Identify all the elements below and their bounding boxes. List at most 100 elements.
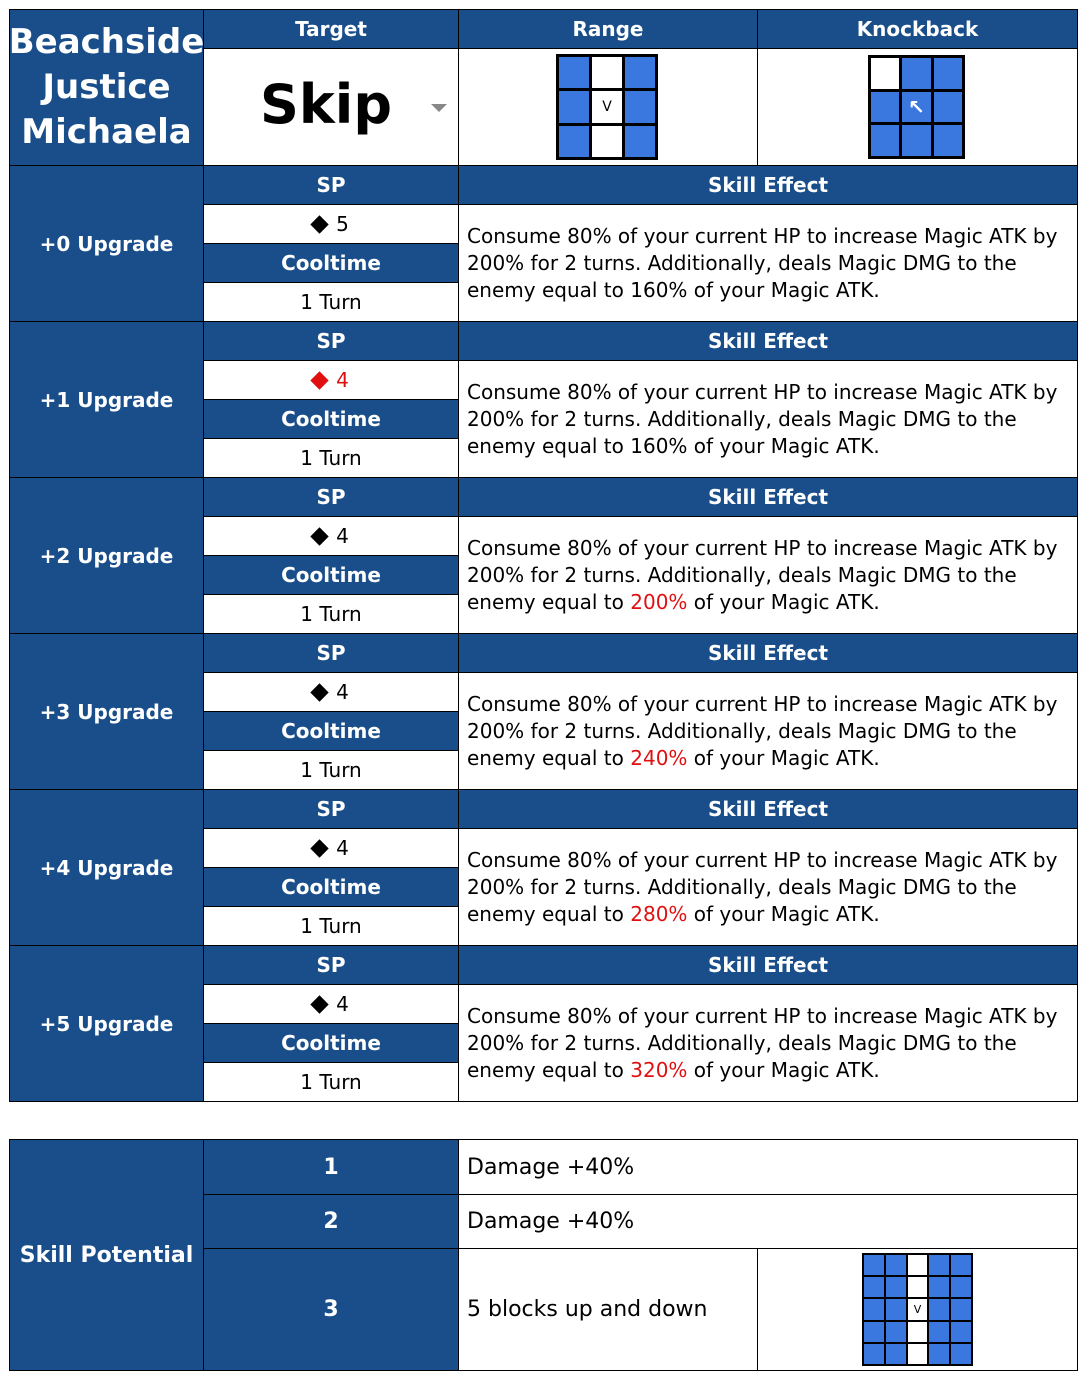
cooltime-value: 1 Turn [203, 906, 459, 946]
skill-effect-paragraph: Consume 80% of your current HP to increa… [467, 535, 1069, 616]
cooltime-header: Cooltime [203, 243, 459, 283]
skill-potential-label: Skill Potential [9, 1139, 204, 1371]
skill-effect-paragraph: Consume 80% of your current HP to increa… [467, 223, 1069, 304]
character-name: Beachside Justice Michaela [9, 9, 204, 166]
knockback-tile [933, 125, 962, 156]
effect-text-end: of your Magic ATK. [687, 745, 880, 770]
effect-text-start: Consume 80% of your current HP to increa… [467, 847, 1058, 926]
potential-num-3: 3 [203, 1248, 459, 1371]
range-tile [559, 125, 589, 157]
skill-effect-header: Skill Effect [458, 633, 1078, 673]
skill-effect-paragraph: Consume 80% of your current HP to increa… [467, 847, 1069, 928]
potential-tile-white [907, 1321, 928, 1342]
potential-tile-white [907, 1343, 928, 1364]
range-tile-white [592, 57, 622, 89]
sp-diamond-icon [310, 682, 329, 702]
cooltime-value: 1 Turn [203, 1062, 459, 1102]
title-line-1: Beachside [8, 22, 205, 62]
potential-tile [885, 1277, 906, 1298]
potential-num-2: 2 [203, 1194, 459, 1249]
potential-tile [864, 1255, 884, 1276]
potential-tile [885, 1321, 906, 1342]
sp-value: 5 [203, 204, 459, 244]
sp-diamond-icon [310, 214, 329, 234]
potential-text-2: Damage +40% [458, 1194, 1078, 1249]
sp-header: SP [203, 945, 459, 985]
cooltime-header: Cooltime [203, 867, 459, 907]
cooltime-header: Cooltime [203, 1023, 459, 1063]
range-tile-caster: V [592, 91, 622, 123]
target-value: Skip [260, 73, 392, 136]
potential-num-1: 1 [203, 1139, 459, 1195]
title-line-2: Justice [42, 67, 171, 107]
knockback-tile [871, 91, 900, 123]
sp-diamond-icon [310, 838, 329, 858]
upgrade-label: +3 Upgrade [9, 633, 204, 790]
potential-tile [929, 1321, 950, 1342]
skill-effect-text: Consume 80% of your current HP to increa… [458, 828, 1078, 946]
knockback-grid: ↖ [868, 55, 965, 159]
effect-text-end: of your Magic ATK. [687, 901, 880, 926]
potential-tile [951, 1277, 971, 1298]
range-tile-white [592, 125, 622, 157]
potential-tile [864, 1277, 884, 1298]
sp-value: 4 [203, 672, 459, 712]
effect-percent: 160% [630, 277, 688, 302]
knockback-header: Knockback [757, 9, 1078, 49]
title-line-3: Michaela [21, 112, 192, 152]
sp-value: 4 [203, 828, 459, 868]
caster-marker: V [602, 98, 612, 115]
sp-number: 4 [336, 992, 349, 1016]
potential-tile [951, 1321, 971, 1342]
potential-text-3: 5 blocks up and down [458, 1248, 758, 1371]
skill-effect-text: Consume 80% of your current HP to increa… [458, 360, 1078, 478]
cooltime-header: Cooltime [203, 399, 459, 439]
effect-percent: 240% [630, 745, 688, 770]
sp-header: SP [203, 633, 459, 673]
effect-text-start: Consume 80% of your current HP to increa… [467, 223, 1058, 302]
range-tile [625, 125, 655, 157]
potential-tile-white [907, 1277, 928, 1298]
skill-effect-paragraph: Consume 80% of your current HP to increa… [467, 1003, 1069, 1084]
effect-text-start: Consume 80% of your current HP to increa… [467, 1003, 1058, 1082]
range-tile [625, 91, 655, 123]
target-dropdown[interactable]: Skip [203, 48, 459, 166]
sp-number: 4 [336, 680, 349, 704]
potential-text-1: Damage +40% [458, 1139, 1078, 1195]
effect-text-start: Consume 80% of your current HP to increa… [467, 535, 1058, 614]
effect-text-end: of your Magic ATK. [687, 1057, 880, 1082]
potential-tile [929, 1299, 950, 1320]
knockback-tile [871, 125, 900, 156]
cooltime-value: 1 Turn [203, 594, 459, 634]
knockback-tile [902, 58, 931, 89]
effect-percent: 200% [630, 589, 688, 614]
effect-text-end: of your Magic ATK. [687, 589, 880, 614]
knockback-cell: ↖ [757, 48, 1078, 166]
sp-number: 4 [336, 524, 349, 548]
sp-header: SP [203, 165, 459, 205]
potential-tile [864, 1321, 884, 1342]
knockback-tile [933, 91, 962, 123]
potential-range-grid: V [862, 1253, 973, 1366]
sp-diamond-icon [310, 370, 329, 390]
skill-effect-paragraph: Consume 80% of your current HP to increa… [467, 379, 1069, 460]
potential-tile-caster: V [907, 1299, 928, 1320]
caster-marker: V [913, 1302, 922, 1316]
sp-number: 4 [336, 368, 349, 392]
sp-header: SP [203, 477, 459, 517]
effect-text-end: of your Magic ATK. [687, 277, 880, 302]
skill-effect-header: Skill Effect [458, 477, 1078, 517]
range-header: Range [458, 9, 758, 49]
effect-text-start: Consume 80% of your current HP to increa… [467, 379, 1058, 458]
upgrade-label: +1 Upgrade [9, 321, 204, 478]
sp-value: 4 [203, 360, 459, 400]
upgrade-label: +5 Upgrade [9, 945, 204, 1102]
target-header: Target [203, 9, 459, 49]
potential-tile [929, 1255, 950, 1276]
dropdown-caret-icon[interactable] [431, 104, 447, 112]
range-cell: V [458, 48, 758, 166]
cooltime-value: 1 Turn [203, 750, 459, 790]
skill-effect-text: Consume 80% of your current HP to increa… [458, 204, 1078, 322]
sp-value: 4 [203, 516, 459, 556]
potential-tile [885, 1299, 906, 1320]
